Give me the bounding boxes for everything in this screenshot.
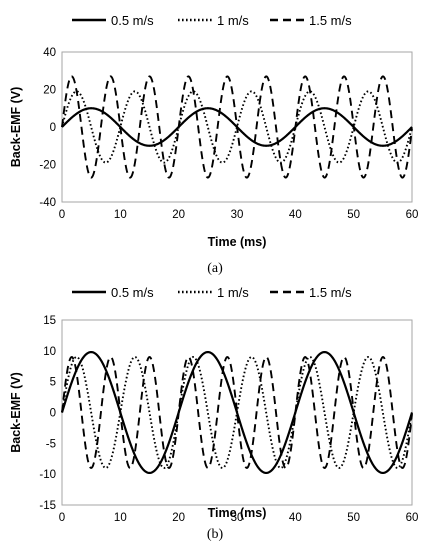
legend-label-0: 0.5 m/s — [111, 13, 154, 28]
y-tick-label-2: 0 — [50, 122, 56, 134]
y-tick-label-3: 20 — [43, 85, 56, 97]
legend-label-1: 1 m/s — [217, 13, 249, 28]
x-tick-label-5: 50 — [347, 512, 360, 524]
y-tick-label-1: -20 — [39, 160, 56, 172]
x-tick-label-6: 60 — [406, 512, 419, 524]
panel-caption: (b) — [207, 527, 224, 542]
y-axis-title: Back-EMF (V) — [9, 372, 23, 453]
x-tick-label-5: 50 — [347, 209, 360, 221]
y-tick-label-4: 5 — [50, 377, 56, 389]
x-tick-label-6: 60 — [406, 209, 419, 221]
panel-caption: (a) — [207, 261, 223, 276]
x-tick-label-3: 30 — [231, 209, 244, 221]
x-tick-label-2: 20 — [172, 512, 185, 524]
y-tick-label-0: -15 — [39, 500, 56, 512]
chart-1: 0.5 m/s 1 m/s 1.5 m/s -15 -10 -5 0 5 10 15 0 10 20 30… — [9, 285, 418, 542]
series-line-2 — [61, 75, 413, 179]
legend-label-1: 1 m/s — [217, 285, 249, 300]
legend-label-2: 1.5 m/s — [309, 285, 352, 300]
series-line-2 — [61, 355, 413, 470]
x-tick-label-3: 30 — [231, 512, 244, 524]
y-tick-label-3: 0 — [50, 408, 56, 420]
y-tick-label-0: -40 — [39, 197, 56, 209]
x-tick-label-0: 0 — [59, 209, 65, 221]
x-axis-title: Time (ms) — [208, 235, 267, 249]
legend-label-2: 1.5 m/s — [309, 13, 352, 28]
y-tick-label-6: 15 — [43, 315, 56, 327]
legend-label-0: 0.5 m/s — [111, 285, 154, 300]
x-tick-label-4: 40 — [289, 209, 302, 221]
y-tick-label-4: 40 — [43, 47, 56, 59]
y-axis-title: Back-EMF (V) — [9, 87, 23, 168]
y-tick-label-1: -10 — [39, 469, 56, 481]
x-tick-label-1: 10 — [114, 512, 127, 524]
y-tick-label-5: 10 — [43, 346, 56, 358]
chart-0: 0.5 m/s 1 m/s 1.5 m/s -40 -20 0 20 40 0 10 20 30 40 5… — [9, 13, 418, 276]
x-tick-label-1: 10 — [114, 209, 127, 221]
y-tick-label-2: -5 — [46, 438, 56, 450]
x-tick-label-4: 40 — [289, 512, 302, 524]
x-axis-title: Time (ms) — [208, 506, 267, 520]
x-tick-label-2: 20 — [172, 209, 185, 221]
x-tick-label-0: 0 — [59, 512, 65, 524]
